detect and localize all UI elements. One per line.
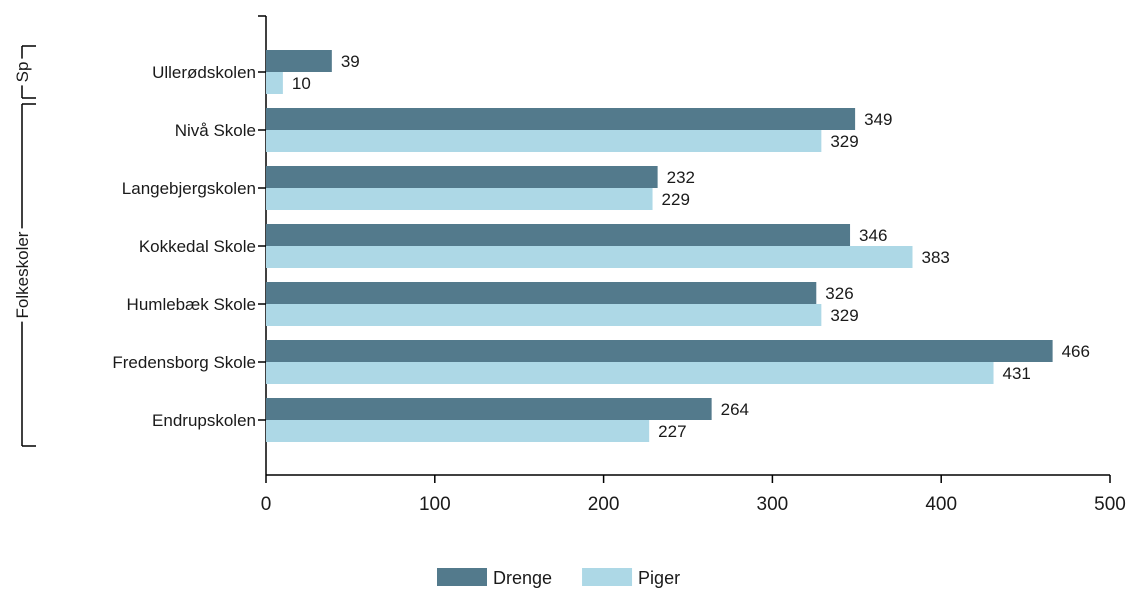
bar-drenge-fredensborg-skole bbox=[266, 340, 1053, 362]
bars bbox=[266, 50, 1053, 442]
x-tick-label-500: 500 bbox=[1094, 494, 1126, 515]
value-label-drenge-langebjergskolen: 232 bbox=[667, 168, 695, 187]
category-label-ullerodskolen: Ullerødskolen bbox=[152, 63, 256, 82]
group-folkeskoler-label-gap bbox=[20, 228, 24, 322]
category-label-langebjergskolen: Langebjergskolen bbox=[122, 179, 256, 198]
bar-drenge-humlebaek-skole bbox=[266, 282, 817, 304]
x-tick-label-0: 0 bbox=[261, 494, 272, 515]
category-label-endrupskolen: Endrupskolen bbox=[152, 411, 256, 430]
value-label-drenge-kokkedal-skole: 346 bbox=[859, 226, 887, 245]
value-label-drenge-humlebaek-skole: 326 bbox=[825, 284, 853, 303]
bar-piger-niva-skole bbox=[266, 130, 822, 152]
group-folkeskoler-label: Folkeskoler bbox=[13, 231, 32, 318]
value-label-piger-ullerodskolen: 10 bbox=[292, 74, 311, 93]
value-label-piger-kokkedal-skole: 383 bbox=[922, 248, 950, 267]
bar-drenge-niva-skole bbox=[266, 108, 856, 130]
value-label-piger-fredensborg-skole: 431 bbox=[1003, 364, 1031, 383]
x-tick-label-300: 300 bbox=[757, 494, 789, 515]
value-label-piger-niva-skole: 329 bbox=[830, 132, 858, 151]
bar-drenge-langebjergskolen bbox=[266, 166, 658, 188]
category-label-fredensborg-skole: Fredensborg Skole bbox=[112, 353, 256, 372]
value-label-drenge-endrupskolen: 264 bbox=[721, 400, 749, 419]
value-label-piger-endrupskolen: 227 bbox=[658, 422, 686, 441]
value-label-drenge-ullerodskolen: 39 bbox=[341, 52, 360, 71]
group-sp-label: Sp bbox=[13, 62, 32, 83]
legend-label-piger: Piger bbox=[638, 568, 680, 588]
bar-piger-langebjergskolen bbox=[266, 188, 653, 210]
bar-drenge-ullerodskolen bbox=[266, 50, 332, 72]
group-sp-label-gap bbox=[20, 58, 24, 86]
value-label-piger-langebjergskolen: 229 bbox=[662, 190, 690, 209]
category-groups: Sp Folkeskoler bbox=[13, 45, 36, 447]
bar-piger-endrupskolen bbox=[266, 420, 650, 442]
x-tick-label-400: 400 bbox=[925, 494, 957, 515]
bar-piger-humlebaek-skole bbox=[266, 304, 822, 326]
category-label-kokkedal-skole: Kokkedal Skole bbox=[139, 237, 256, 256]
legend-label-drenge: Drenge bbox=[493, 568, 552, 588]
value-label-drenge-fredensborg-skole: 466 bbox=[1062, 342, 1090, 361]
bar-drenge-endrupskolen bbox=[266, 398, 712, 420]
x-tick-label-200: 200 bbox=[588, 494, 620, 515]
category-label-humlebaek-skole: Humlebæk Skole bbox=[127, 295, 256, 314]
legend: Drenge Piger bbox=[437, 568, 680, 588]
bar-piger-ullerodskolen bbox=[266, 72, 283, 94]
bar-piger-kokkedal-skole bbox=[266, 246, 913, 268]
category-label-niva-skole: Nivå Skole bbox=[175, 121, 256, 140]
legend-swatch-drenge bbox=[437, 568, 487, 586]
bar-drenge-kokkedal-skole bbox=[266, 224, 851, 246]
x-tick-label-100: 100 bbox=[419, 494, 451, 515]
labels: 0 100 200 300 400 500 Ullerødskolen 39 10 Nivå Sk… bbox=[112, 52, 1125, 515]
value-label-drenge-niva-skole: 349 bbox=[864, 110, 892, 129]
legend-swatch-piger bbox=[582, 568, 633, 586]
bar-piger-fredensborg-skole bbox=[266, 362, 994, 384]
value-label-piger-humlebaek-skole: 329 bbox=[830, 306, 858, 325]
